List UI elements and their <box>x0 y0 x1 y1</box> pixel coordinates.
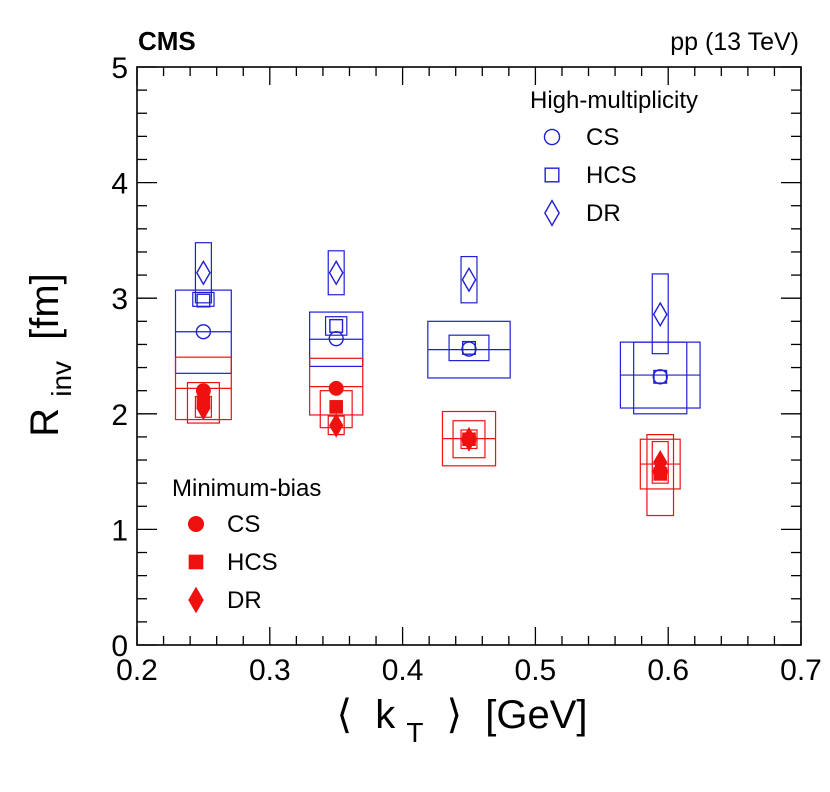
y-label-sub: inv <box>46 361 77 397</box>
y-tick-label: 4 <box>111 168 128 201</box>
x-tick-label: 0.6 <box>647 654 689 687</box>
x-label-var: k <box>375 693 396 737</box>
legend-title: High-multiplicity <box>530 87 698 114</box>
x-tick-label: 0.7 <box>780 654 822 687</box>
legend-marker <box>543 128 561 146</box>
legend-label: HCS <box>227 549 278 576</box>
x-axis-label: ⟨ k T ⟩ [GeV] <box>336 693 587 751</box>
data-point <box>329 318 344 333</box>
experiment-label: CMS <box>138 26 196 56</box>
data-point <box>196 293 211 308</box>
uncertainty-box <box>651 440 669 484</box>
uncertainty-box <box>646 434 675 517</box>
y-tick-label: 0 <box>111 630 128 663</box>
uncertainty-box <box>194 242 212 304</box>
axes: 0.2 0.3 0.4 0.5 0.6 0.7 0 1 2 3 4 5 <box>111 52 822 687</box>
legend-label: CS <box>586 124 619 151</box>
x-label-unit: [GeV] <box>485 693 587 737</box>
uncertainty-box <box>186 381 220 424</box>
data-point <box>196 395 211 421</box>
data-point <box>652 301 668 328</box>
data-point <box>329 412 344 438</box>
legend-marker <box>187 515 205 533</box>
data-point <box>195 324 212 340</box>
uncertainty-box <box>460 255 478 304</box>
data-point <box>653 369 668 384</box>
x-label-sub: T <box>406 717 423 748</box>
uncertainty-boxes <box>174 242 701 517</box>
y-tick-label: 3 <box>111 283 128 316</box>
data-point <box>195 259 211 286</box>
uncertainty-box <box>633 341 688 415</box>
uncertainty-box <box>324 316 348 336</box>
y-label-unit: [fm] <box>23 273 67 340</box>
uncertainty-box <box>327 250 345 296</box>
data-point <box>461 266 477 293</box>
x-label-open: ⟨ <box>336 693 352 737</box>
x-tick-label: 0.5 <box>515 654 557 687</box>
y-tick-label: 2 <box>111 399 128 432</box>
data-point <box>462 340 477 355</box>
y-tick-label: 5 <box>111 52 128 85</box>
x-tick-label: 0.3 <box>249 654 291 687</box>
legend-marker <box>188 554 204 570</box>
energy-label: pp (13 TeV) <box>670 28 799 56</box>
x-tick-label: 0.4 <box>382 654 424 687</box>
legend-marker <box>544 199 560 227</box>
uncertainty-box <box>651 273 669 355</box>
legend-label: CS <box>227 511 260 538</box>
y-label-var: R <box>23 408 67 437</box>
legend-label: DR <box>227 587 262 614</box>
data-point <box>461 426 477 452</box>
data-point <box>653 449 668 475</box>
x-tick-label: 0.2 <box>116 654 158 687</box>
legends: High-multiplicity CS HCS DR Minimum-bias CS HC… <box>172 87 698 614</box>
x-label-close: ⟩ <box>447 693 463 737</box>
y-axis-label: R inv [fm] <box>23 273 80 437</box>
uncertainty-box <box>448 334 490 362</box>
y-tick-label: 1 <box>111 514 128 547</box>
legend-title: Minimum-bias <box>172 475 321 502</box>
legend-marker <box>544 167 560 183</box>
legend-label: HCS <box>586 162 637 189</box>
legend-label: DR <box>586 200 621 227</box>
data-point <box>328 380 344 396</box>
plot-frame <box>136 66 802 646</box>
legend-marker <box>188 586 204 614</box>
data-point <box>329 400 343 414</box>
data-point <box>328 259 344 286</box>
data-markers <box>195 259 668 481</box>
